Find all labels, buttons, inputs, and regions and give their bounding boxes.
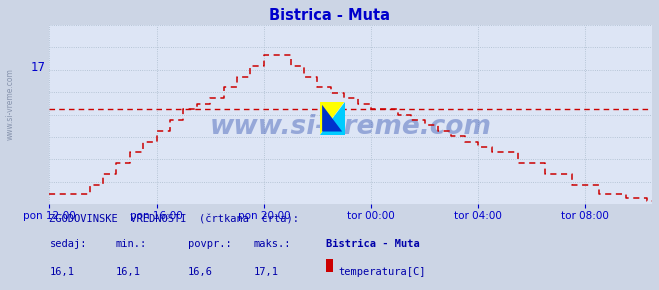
Text: 16,1: 16,1	[49, 267, 74, 277]
Text: temperatura[C]: temperatura[C]	[339, 267, 426, 277]
Text: www.si-vreme.com: www.si-vreme.com	[5, 68, 14, 140]
Text: Bistrica - Muta: Bistrica - Muta	[269, 8, 390, 23]
Text: Bistrica - Muta: Bistrica - Muta	[326, 239, 420, 249]
Text: 16,6: 16,6	[188, 267, 213, 277]
Polygon shape	[320, 102, 345, 135]
Text: www.si-vreme.com: www.si-vreme.com	[210, 114, 492, 140]
Text: povpr.:: povpr.:	[188, 239, 231, 249]
Text: ZGODOVINSKE  VREDNOSTI  (črtkana  črta):: ZGODOVINSKE VREDNOSTI (črtkana črta):	[49, 214, 299, 224]
Text: maks.:: maks.:	[254, 239, 291, 249]
Polygon shape	[322, 105, 342, 132]
Text: 17,1: 17,1	[254, 267, 279, 277]
Text: sedaj:: sedaj:	[49, 239, 87, 249]
Text: min.:: min.:	[115, 239, 146, 249]
Polygon shape	[320, 102, 345, 135]
Text: 16,1: 16,1	[115, 267, 140, 277]
Bar	[326, 259, 333, 272]
